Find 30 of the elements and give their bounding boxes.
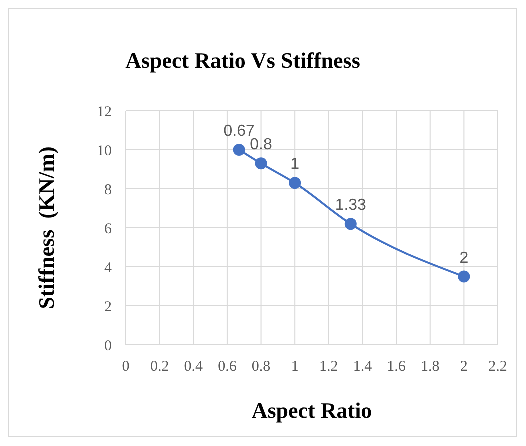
y-tick-label: 8	[104, 182, 112, 198]
x-tick-label: 0.6	[218, 359, 238, 375]
x-tick-label: 1.6	[387, 359, 406, 375]
x-tick-label: 0.2	[150, 359, 170, 375]
x-axis-title: Aspect Ratio	[252, 398, 372, 423]
chart-title: Aspect Ratio Vs Stiffness	[126, 48, 361, 73]
y-tick-label: 12	[97, 104, 112, 120]
point	[233, 144, 246, 156]
y-tick-label: 4	[104, 260, 112, 276]
y-tick-label: 6	[104, 221, 112, 238]
x-tick-label: 0	[122, 359, 130, 375]
annotation: 1.33	[335, 197, 367, 214]
x-tick-label: 0.8	[252, 359, 271, 375]
x-tick-label: 1.8	[420, 359, 440, 375]
point	[255, 158, 268, 170]
y-tick-label: 10	[97, 143, 112, 160]
annotation: 1	[290, 156, 300, 174]
point	[344, 218, 357, 230]
y-tick-label: 2	[104, 299, 112, 316]
point	[289, 177, 302, 190]
x-tick-label: 1.4	[353, 359, 373, 375]
y-axis-title: Stiffness (KN/m)	[34, 146, 59, 310]
point	[458, 270, 470, 283]
x-tick-label: 2	[460, 359, 468, 375]
x-tick-label: 0.4	[184, 359, 204, 375]
x-tick-label: 1	[291, 359, 299, 375]
x-tick-label: 2.2	[488, 359, 508, 375]
annotation: 2	[460, 250, 469, 267]
x-tick-label: 1.2	[320, 359, 338, 375]
y-tick-label: 0	[104, 338, 112, 354]
